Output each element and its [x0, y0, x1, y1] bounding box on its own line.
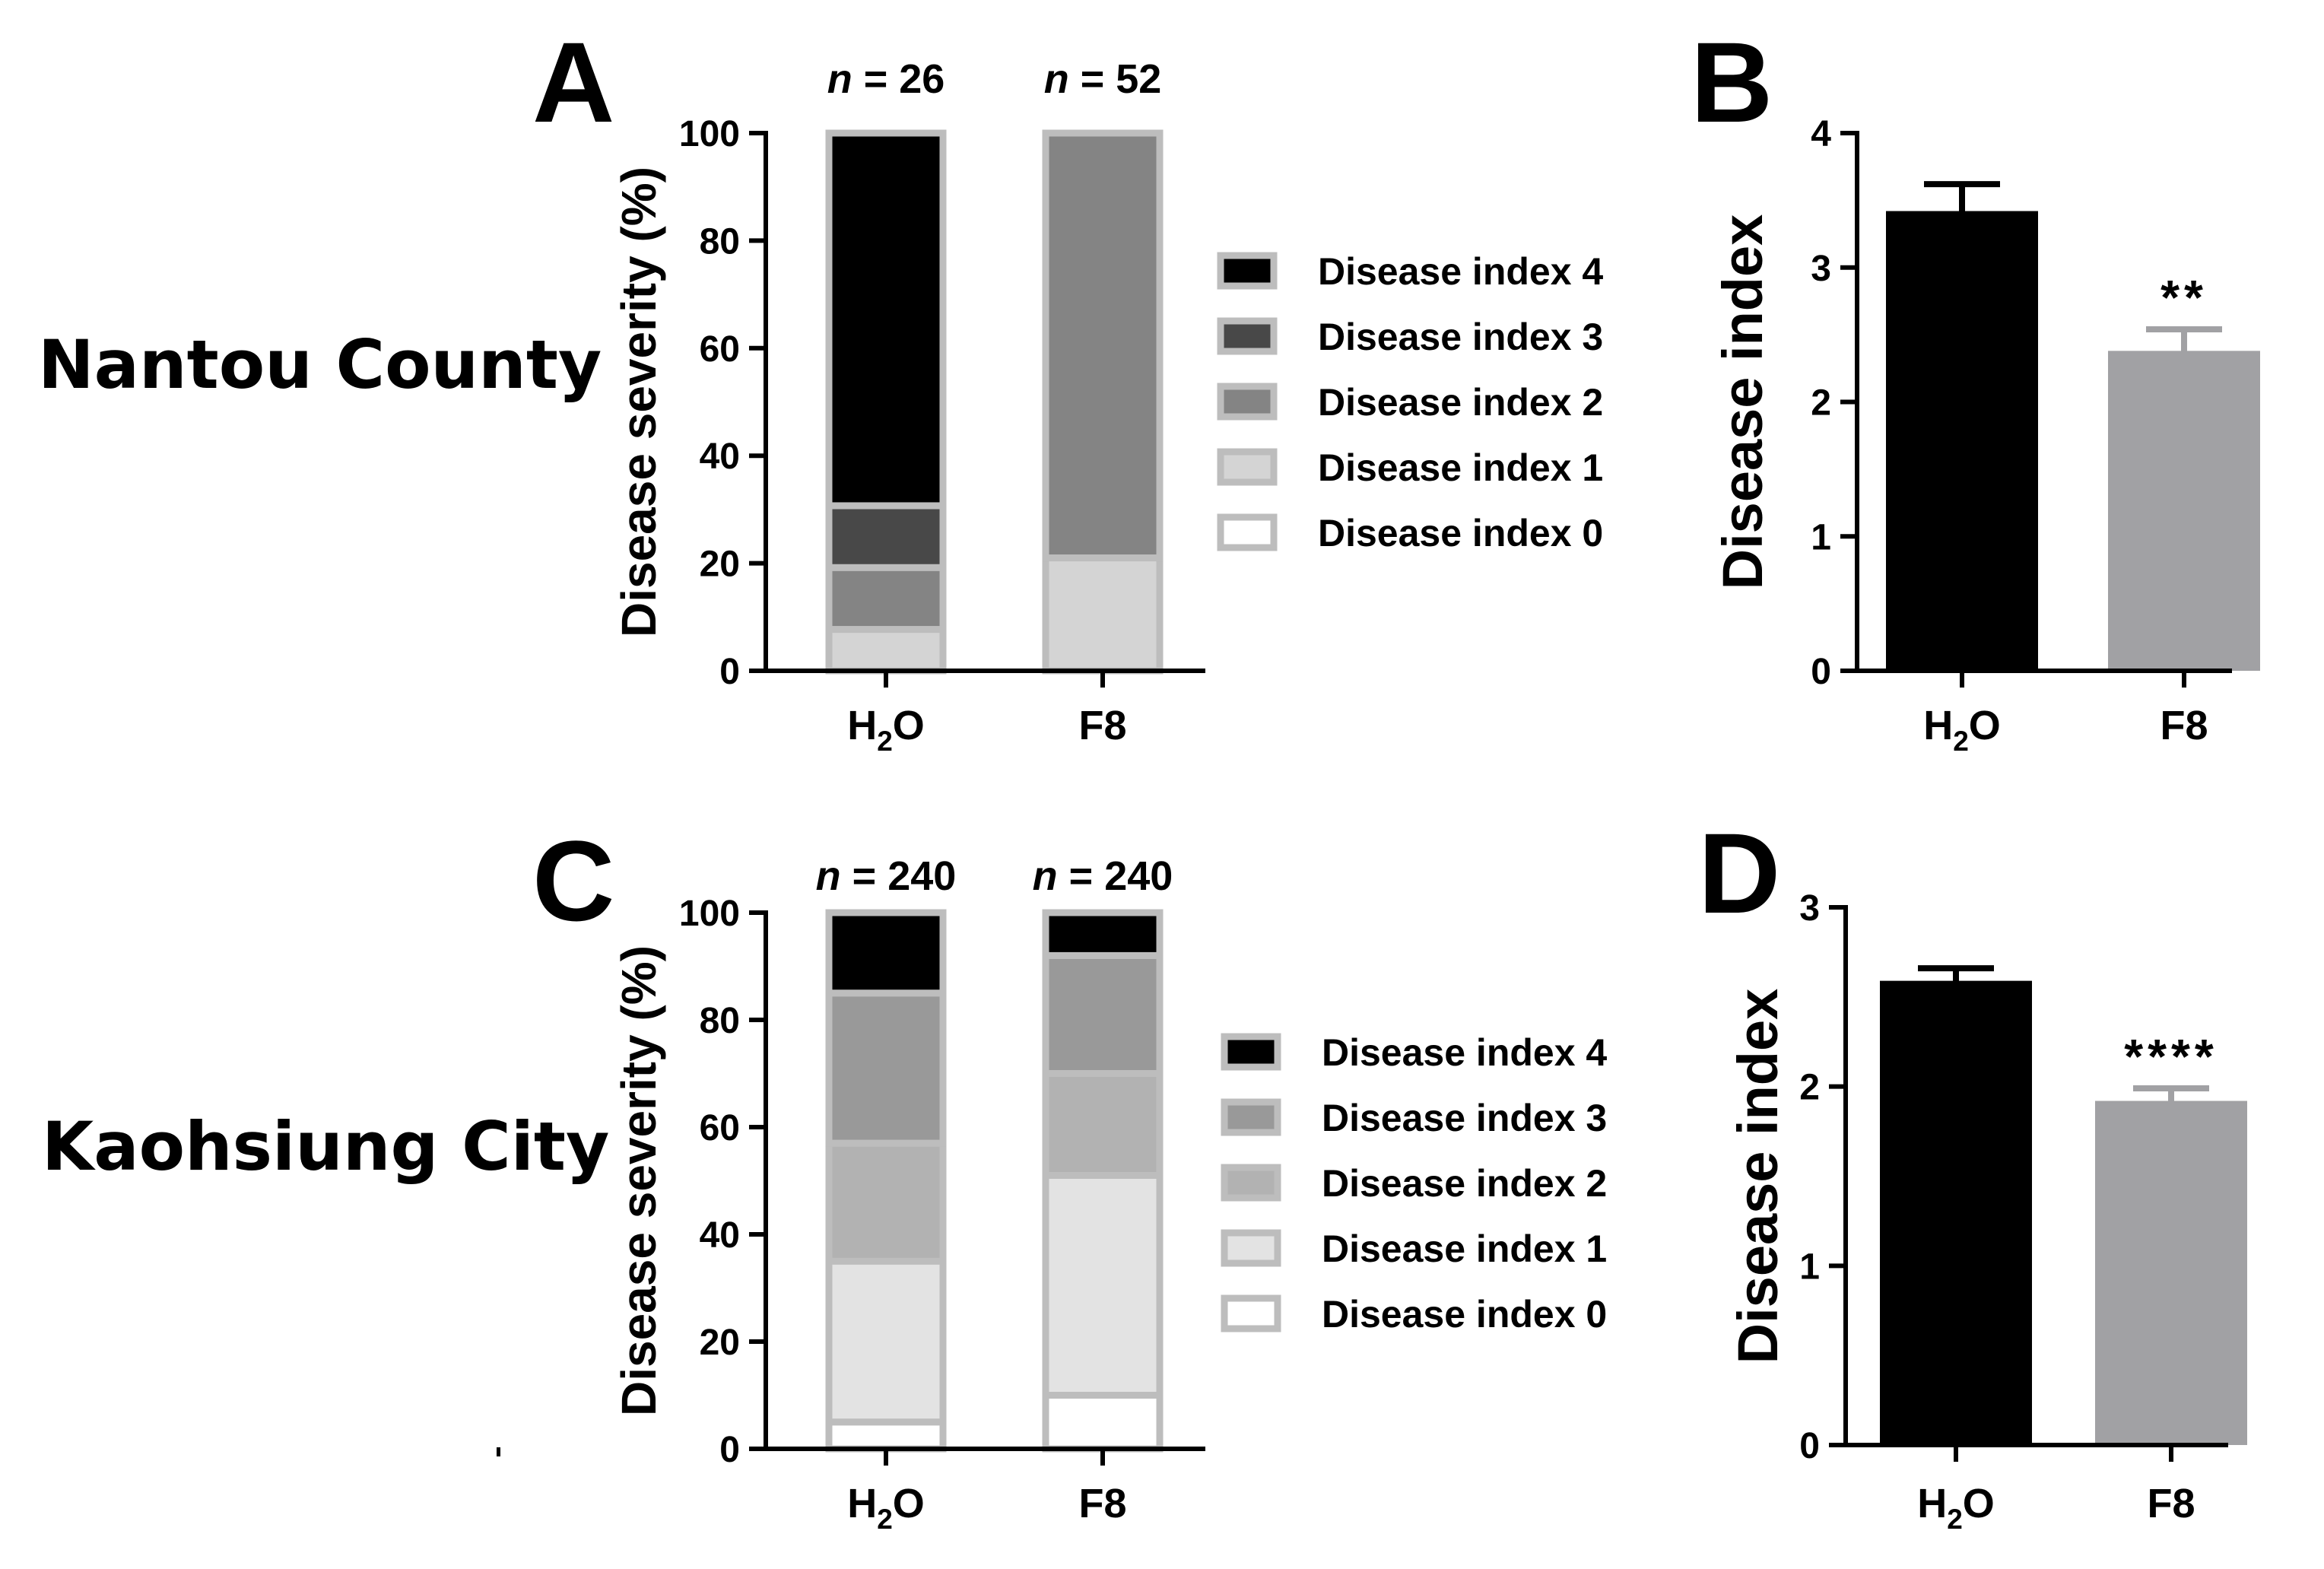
- y-tick-label: 0: [1811, 652, 1831, 692]
- legend-label: Disease index 3: [1322, 1097, 1607, 1139]
- y-tick-label: 2: [1799, 1068, 1820, 1108]
- panel-b: B H2O ** F8 0 1 2 3 4 Disease index: [1691, 18, 2260, 757]
- legend-swatch: [1217, 383, 1278, 421]
- panel-letter: C: [532, 817, 614, 945]
- bar-segment: [825, 502, 947, 571]
- y-tick-label: 0: [1799, 1426, 1820, 1466]
- bar: [2108, 351, 2260, 671]
- bar-segment: [1042, 1070, 1164, 1179]
- y-tick-label: 60: [700, 1108, 740, 1148]
- x-tick-label: H2O: [847, 1481, 925, 1535]
- panel-letter: A: [532, 18, 614, 146]
- legend-label: Disease index 2: [1318, 381, 1603, 424]
- bar-segment: [825, 1257, 947, 1426]
- y-tick-label: 20: [700, 545, 740, 585]
- region-label-kaohsiung: Kaohsiung City: [42, 1107, 609, 1186]
- x-tick-label: F8: [2160, 703, 2208, 748]
- y-tick-label: 80: [700, 1001, 740, 1041]
- legend-swatch: [1217, 317, 1278, 355]
- y-tick-label: 4: [1811, 114, 1831, 154]
- legend-label: Disease index 1: [1322, 1228, 1607, 1270]
- legend-swatch: [1221, 1098, 1281, 1136]
- y-tick-label: 3: [1799, 888, 1820, 929]
- legend-label: Disease index 1: [1318, 446, 1603, 489]
- y-tick-label: 1: [1799, 1247, 1820, 1287]
- y-axis-label: Disease index: [1726, 989, 1789, 1364]
- bar-segment: [825, 564, 947, 634]
- y-tick-label: 0: [719, 652, 740, 692]
- legend-swatch: [1221, 1033, 1281, 1071]
- panel-letter: D: [1698, 809, 1780, 937]
- legend-swatch: [1221, 1294, 1281, 1332]
- y-tick-label: 100: [679, 114, 740, 154]
- legend-label: Disease index 0: [1322, 1293, 1607, 1336]
- x-tick-label: F8: [2147, 1481, 2195, 1526]
- legend-swatch: [1217, 252, 1278, 290]
- y-tick-label: 80: [700, 221, 740, 262]
- bar: [1886, 211, 2038, 671]
- x-tick-label: F8: [1078, 703, 1126, 748]
- legend-label: Disease index 4: [1322, 1031, 1607, 1074]
- y-tick-label: 0: [719, 1430, 740, 1470]
- x-tick-label: H2O: [1923, 703, 2001, 757]
- y-tick-label: 40: [700, 437, 740, 477]
- significance-label: **: [2160, 270, 2208, 325]
- legend-label: Disease index 0: [1318, 512, 1603, 554]
- y-axis-label: Disease severity (%): [611, 945, 666, 1416]
- bar: [2095, 1101, 2247, 1445]
- n-label: n = 52: [1044, 56, 1162, 102]
- bar: [1880, 980, 2032, 1445]
- bar-segment: [825, 1418, 947, 1453]
- legend-swatch: [1217, 448, 1278, 486]
- n-label: n = 240: [1033, 853, 1173, 899]
- stray-mark: [497, 1447, 500, 1456]
- panel-letter: B: [1691, 18, 1773, 146]
- y-tick-label: 1: [1811, 517, 1831, 557]
- y-tick-label: 100: [679, 894, 740, 934]
- x-tick-label: H2O: [847, 703, 925, 757]
- x-tick-label: F8: [1078, 1481, 1126, 1526]
- legend-swatch: [1221, 1229, 1281, 1267]
- n-label: n = 240: [816, 853, 957, 899]
- y-tick-label: 40: [700, 1215, 740, 1256]
- legend-label: Disease index 4: [1318, 250, 1603, 293]
- legend-swatch: [1221, 1164, 1281, 1202]
- y-tick-label: 3: [1811, 249, 1831, 289]
- region-label-nantou: Nantou County: [38, 326, 602, 404]
- bar-segment: [1042, 1171, 1164, 1399]
- bar-segment: [1042, 951, 1164, 1078]
- y-tick-label: 20: [700, 1323, 740, 1363]
- legend-label: Disease index 2: [1322, 1162, 1607, 1205]
- bar-segment: [825, 129, 947, 510]
- bar-segment: [825, 1139, 947, 1265]
- bar-segment: [1042, 554, 1164, 675]
- y-axis-label: Disease severity (%): [611, 167, 666, 637]
- legend-label: Disease index 3: [1318, 316, 1603, 358]
- y-axis-label: Disease index: [1711, 214, 1774, 590]
- panel-d: D H2O **** F8 0 1 2 3 Disease index: [1698, 809, 2247, 1535]
- y-tick-label: 2: [1811, 383, 1831, 424]
- legend-swatch: [1217, 513, 1278, 551]
- y-tick-label: 60: [700, 329, 740, 370]
- bar-segment: [825, 626, 947, 675]
- bar-segment: [1042, 129, 1164, 562]
- bar-segment: [825, 909, 947, 997]
- bar-segment: [1042, 909, 1164, 959]
- significance-label: ****: [2124, 1029, 2218, 1084]
- bar-segment: [1042, 1392, 1164, 1453]
- bar-segment: [825, 989, 947, 1147]
- x-tick-label: H2O: [1917, 1481, 1995, 1535]
- n-label: n = 26: [827, 56, 945, 102]
